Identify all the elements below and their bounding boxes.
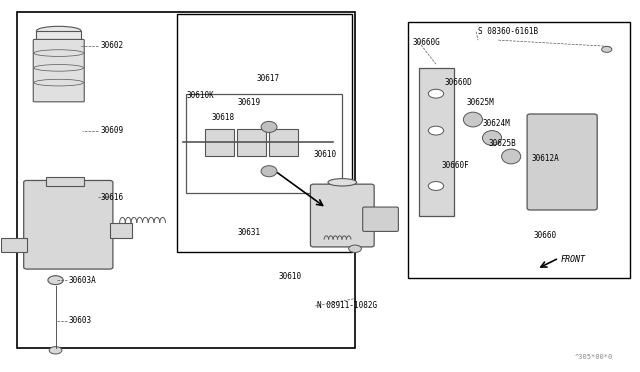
Ellipse shape (502, 149, 521, 164)
Ellipse shape (483, 131, 502, 145)
Text: FRONT: FRONT (561, 255, 586, 264)
Ellipse shape (36, 26, 81, 36)
Text: 30617: 30617 (256, 74, 280, 83)
Text: 30625M: 30625M (467, 99, 494, 108)
FancyBboxPatch shape (24, 180, 113, 269)
Bar (17, 13, 355, 349)
Bar (419, 68, 454, 215)
Circle shape (48, 276, 63, 285)
Bar (177, 14, 352, 253)
Text: S 08360-6161B: S 08360-6161B (478, 27, 538, 36)
Text: ^305*00*0: ^305*00*0 (575, 353, 613, 359)
Bar (237, 129, 266, 157)
Text: 30602: 30602 (100, 41, 124, 50)
FancyBboxPatch shape (33, 39, 84, 102)
Ellipse shape (261, 166, 277, 177)
Text: 30660: 30660 (534, 231, 557, 240)
Bar (1, 238, 27, 253)
FancyBboxPatch shape (527, 114, 597, 210)
Bar (205, 129, 234, 157)
Ellipse shape (328, 179, 356, 186)
Text: 30610K: 30610K (186, 91, 214, 100)
Text: 30603: 30603 (68, 316, 92, 325)
Text: 30610: 30610 (278, 272, 301, 281)
Circle shape (428, 182, 444, 190)
Text: 30616: 30616 (100, 193, 124, 202)
Circle shape (602, 46, 612, 52)
Bar (408, 22, 630, 278)
Bar (109, 223, 132, 238)
Bar (46, 177, 84, 186)
Circle shape (428, 89, 444, 98)
Circle shape (428, 126, 444, 135)
Bar (269, 129, 298, 157)
Text: 30631: 30631 (237, 228, 260, 237)
Ellipse shape (463, 112, 483, 127)
FancyBboxPatch shape (310, 184, 374, 247)
Text: 30603A: 30603A (68, 276, 96, 285)
Text: 30610: 30610 (314, 150, 337, 159)
Bar (186, 94, 342, 193)
Text: 30612A: 30612A (532, 154, 559, 163)
Text: 30624M: 30624M (483, 119, 510, 128)
Text: 30660G: 30660G (412, 38, 440, 46)
FancyBboxPatch shape (363, 207, 398, 231)
Circle shape (349, 245, 362, 253)
Ellipse shape (261, 121, 277, 132)
Text: N 08911-1082G: N 08911-1082G (317, 301, 377, 311)
Text: 30609: 30609 (100, 126, 124, 135)
Text: 30618: 30618 (212, 113, 235, 122)
Text: 30619: 30619 (237, 99, 260, 108)
Circle shape (49, 347, 62, 354)
Text: 30660F: 30660F (441, 161, 469, 170)
Text: 30660D: 30660D (444, 78, 472, 87)
Bar (36, 31, 81, 40)
Text: 30625B: 30625B (489, 139, 516, 148)
